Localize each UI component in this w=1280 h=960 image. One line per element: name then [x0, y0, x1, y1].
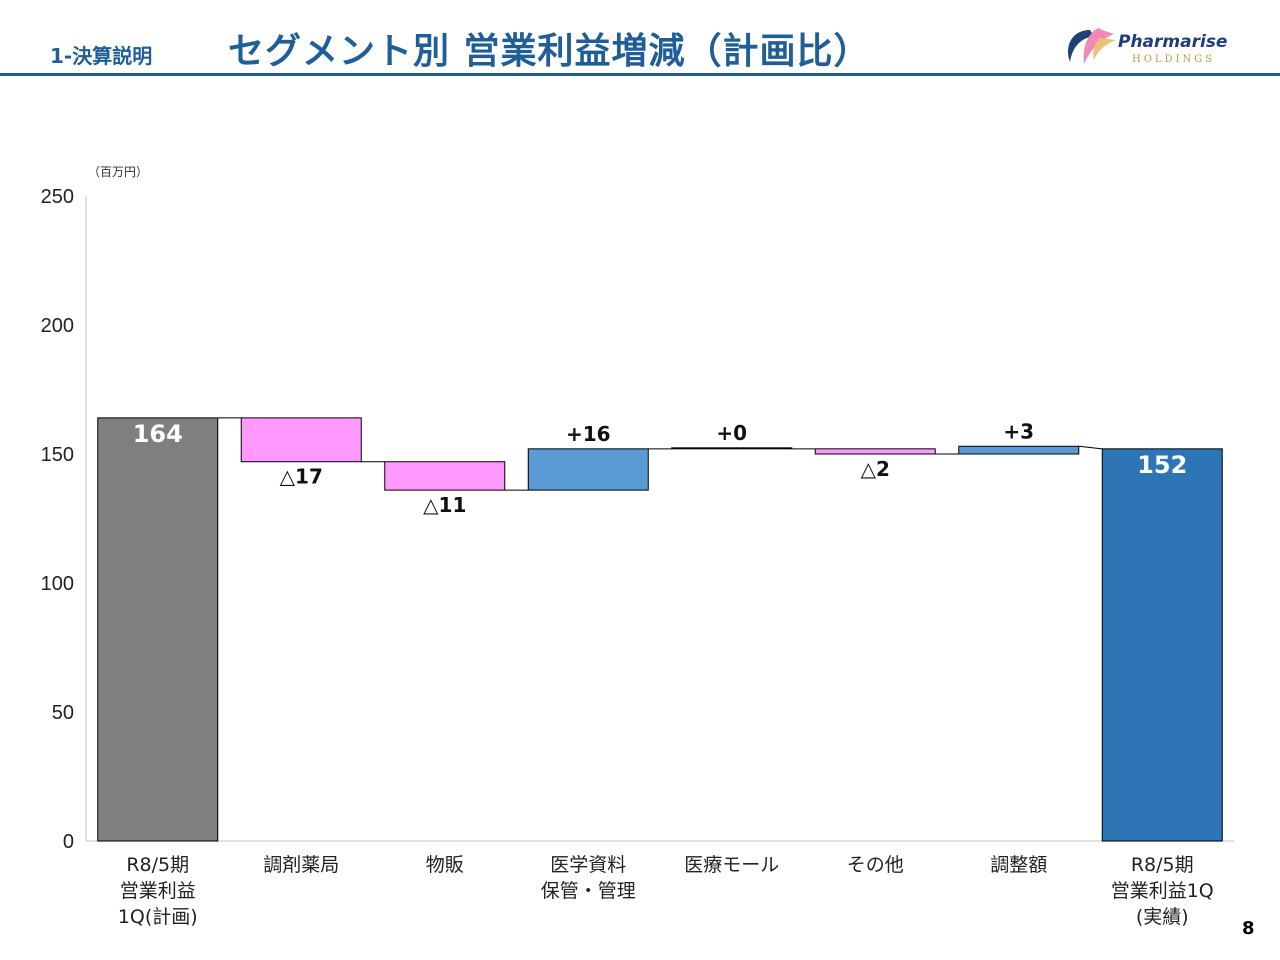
start-total-bar — [97, 417, 219, 842]
y-tick-label: 150 — [41, 444, 74, 466]
x-category-label: 物販 — [426, 854, 464, 876]
page-title: セグメント別 営業利益増減（計画比） — [228, 31, 871, 72]
x-category-label: 調整額 — [990, 854, 1047, 876]
x-category-label: その他 — [847, 854, 904, 876]
x-category-label: 医療モール — [684, 854, 779, 876]
unit-label: （百万円） — [88, 165, 149, 179]
chart-bars — [97, 417, 1223, 842]
header-rule — [0, 73, 1280, 76]
x-category-label: R8/5期営業利益 1Q(計画) — [118, 854, 198, 928]
connector-line — [1078, 445, 1103, 450]
logo-name: Pharmarise — [1118, 32, 1228, 52]
chart-labels: 164 R8/5期営業利益 1Q(計画) △17 調剤薬局 △11 物販 +16 医学資料保管・… — [118, 419, 1214, 928]
y-tick-label: 0 — [63, 831, 74, 853]
page-number: 8 — [1242, 918, 1255, 939]
y-tick-label: 50 — [52, 702, 74, 724]
bar-value-label: 152 — [1137, 451, 1187, 479]
bar-value-label: △11 — [423, 493, 466, 517]
increase-bar — [527, 448, 649, 491]
end-total-bar — [1101, 448, 1223, 842]
bar-value-label: △2 — [861, 457, 890, 481]
decrease-bar — [240, 417, 362, 463]
decrease-bar — [384, 461, 506, 491]
company-logo: Pharmarise HOLDINGS — [1060, 24, 1240, 70]
decrease-bar — [814, 448, 936, 455]
chart-axes: 0 50 100 150 200 250 — [41, 186, 1234, 853]
y-tick-label: 200 — [41, 315, 74, 337]
slide-header: 1-決算説明 セグメント別 営業利益増減（計画比） Pharmarise HOL… — [0, 0, 1280, 80]
x-category-label: 調剤薬局 — [263, 854, 339, 876]
chart-connectors — [217, 417, 1103, 491]
logo-subtitle: HOLDINGS — [1132, 54, 1216, 65]
section-label: 1-決算説明 — [50, 44, 153, 68]
bar-value-label: +16 — [566, 422, 611, 446]
logo-swoosh-icon — [1068, 28, 1116, 64]
x-category-label: 医学資料保管・管理 — [541, 854, 636, 902]
increase-bar — [958, 445, 1080, 455]
bar-value-label: +0 — [716, 421, 747, 445]
y-tick-label: 250 — [41, 186, 74, 208]
bar-value-label: △17 — [280, 465, 323, 489]
y-tick-label: 100 — [41, 573, 74, 595]
x-category-label: R8/5期営業利益1Q (実績) — [1111, 854, 1214, 928]
bar-value-label: +3 — [1003, 419, 1034, 443]
bar-value-label: 164 — [133, 420, 183, 448]
increase-bar — [671, 447, 793, 450]
